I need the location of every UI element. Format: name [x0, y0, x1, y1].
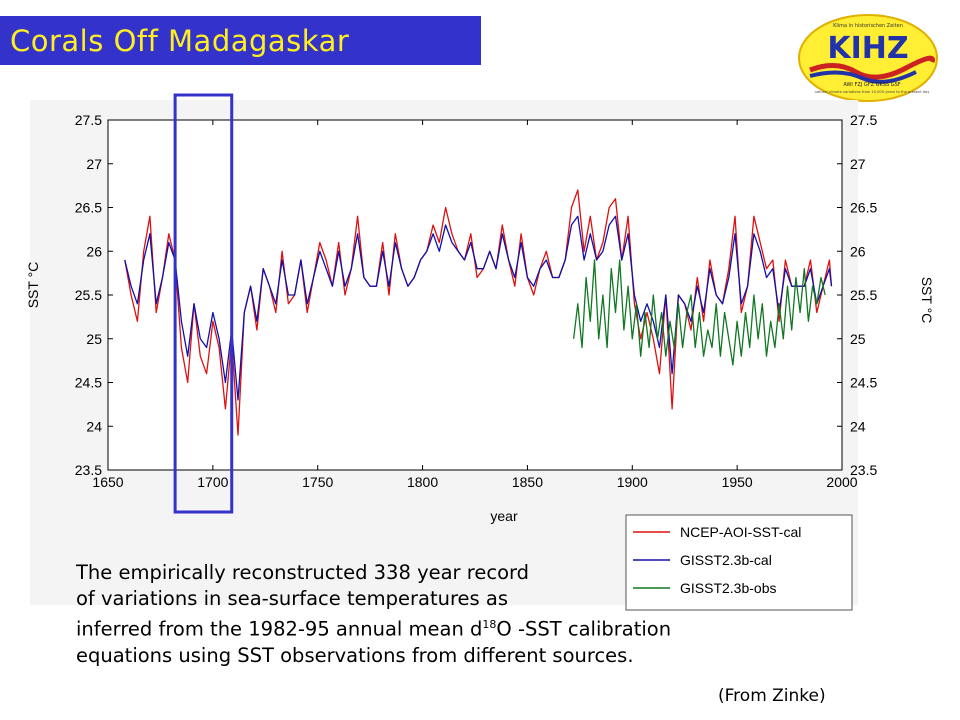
highlight-rectangle	[173, 93, 234, 514]
logo-line2: AWI FZJ GFZ GKSS GSF	[843, 82, 900, 88]
x-tick-label: 1750	[302, 474, 333, 490]
x-tick-label: 1850	[512, 474, 543, 490]
x-axis-label: year	[490, 508, 518, 524]
x-tick-label: 1650	[92, 474, 123, 490]
x-tick-label: 2000	[826, 474, 857, 490]
y-tick-label: 23.5	[75, 462, 102, 478]
series-lines	[124, 189, 833, 436]
y-tick-label-right: 25	[850, 331, 866, 347]
y-tick-label-right: 24.5	[850, 375, 877, 391]
legend-label: GISST2.3b-cal	[680, 552, 772, 568]
y-tick-label-right: 25.5	[850, 287, 877, 303]
plot-area	[107, 119, 843, 471]
caption-line: The empirically reconstructed 338 year r…	[76, 561, 530, 584]
x-tick-label: 1800	[407, 474, 438, 490]
logo-line1: Klima in historischen Zeiten	[833, 23, 903, 29]
caption-superscript: 18	[482, 618, 497, 631]
y-tick-label: 24	[86, 418, 102, 434]
y-tick-label-right: 23.5	[850, 462, 877, 478]
y-tick-label: 26	[86, 243, 102, 259]
y-tick-label: 27	[86, 156, 102, 172]
kihz-logo: Klima in historischen Zeiten KIHZ AWI FZ…	[798, 14, 938, 102]
x-tick-label: 1950	[722, 474, 753, 490]
y-tick-label: 27.5	[75, 112, 102, 128]
title-bar: Corals Off Madagaskar	[0, 16, 481, 65]
y-axis-label: SST °C	[25, 262, 41, 309]
y-tick-label-right: 26.5	[850, 200, 877, 216]
series-line	[124, 215, 833, 401]
legend-label: GISST2.3b-obs	[680, 580, 777, 596]
x-tick-label: 1700	[197, 474, 228, 490]
source-credit: (From Zinke)	[718, 686, 826, 706]
y-tick-label: 25.5	[75, 287, 102, 303]
series-line	[572, 259, 826, 366]
caption-text: inferred from the 1982-95 annual mean d	[76, 617, 483, 641]
axis-labels: year SST °C SST °C	[25, 262, 935, 524]
logo-line3: natural climate variations from 10,000 y…	[815, 90, 931, 94]
logo-text: KIHZ	[827, 31, 908, 66]
y-axis-label-right: SST °C	[919, 277, 935, 324]
y-tick-label-right: 24	[850, 418, 866, 434]
y-tick-label-right: 26	[850, 243, 866, 259]
y-tick-label: 26.5	[75, 200, 102, 216]
y-tick-label-right: 27.5	[850, 112, 877, 128]
legend-label: NCEP-AOI-SST-cal	[680, 524, 801, 540]
caption: The empirically reconstructed 338 year r…	[76, 560, 876, 669]
y-tick-label: 25	[86, 331, 102, 347]
caption-text: O -SST calibration	[496, 617, 672, 641]
caption-line: inferred from the 1982-95 annual mean d1…	[76, 612, 876, 643]
y-tick-label-right: 27	[850, 156, 866, 172]
y-tick-label: 24.5	[75, 375, 102, 391]
highlight-box	[173, 93, 234, 514]
legend: NCEP-AOI-SST-cal GISST2.3b-cal GISST2.3b-o…	[625, 514, 853, 611]
slide-title: Corals Off Madagaskar	[10, 24, 350, 58]
caption-line: equations using SST observations from di…	[76, 643, 634, 667]
x-tick-label: 1900	[617, 474, 648, 490]
caption-line: of variations in sea-surface temperature…	[76, 587, 508, 610]
legend-box	[625, 514, 853, 611]
